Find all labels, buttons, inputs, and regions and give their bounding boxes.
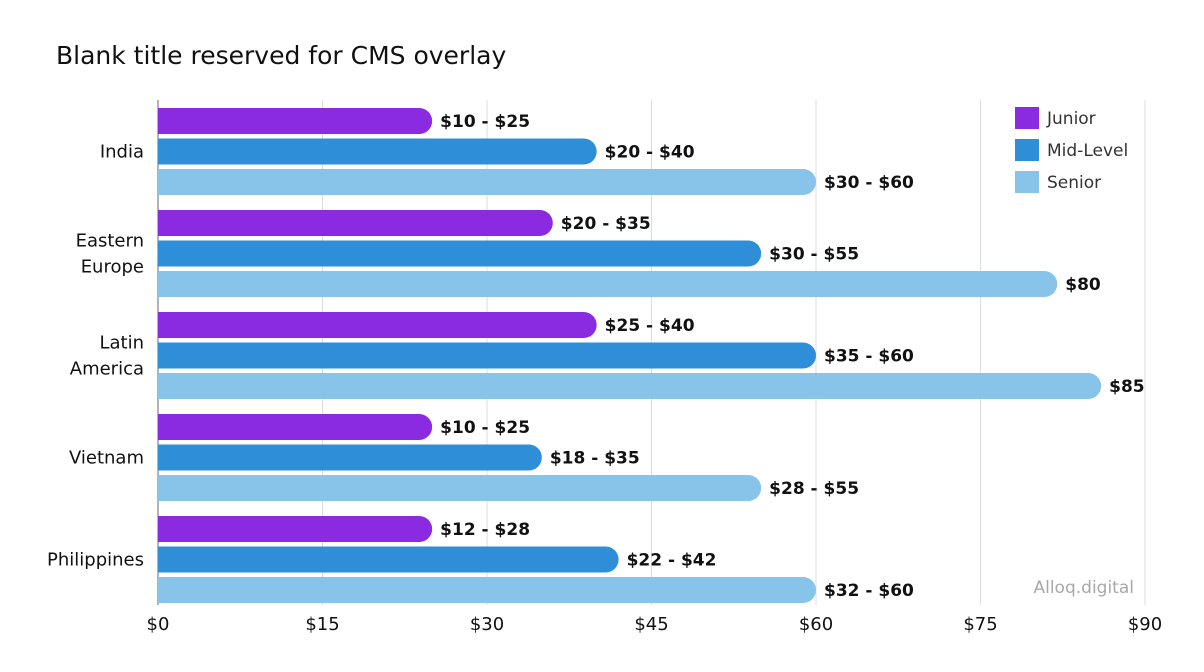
bar-value-label: $22 - $42: [627, 551, 717, 571]
bar-senior: [158, 475, 762, 501]
bar-mid-level: [158, 342, 817, 369]
x-tick-label: $45: [634, 614, 668, 635]
bar-junior: [158, 312, 597, 338]
bar-value-label: $30 - $55: [769, 245, 859, 265]
bar-value-label: $30 - $60: [824, 173, 914, 193]
x-tick-label: $15: [305, 614, 339, 635]
bar-value-label: $20 - $40: [605, 143, 695, 163]
x-tick-label: $90: [1128, 614, 1162, 635]
bar-senior: [158, 271, 1058, 297]
bar-mid-level: [158, 444, 542, 471]
bar-value-label: $10 - $25: [440, 418, 530, 438]
bars: $10 - $25 $20 - $40 $30 - $60 $20 - $35 $30 …: [158, 108, 1145, 603]
legend-label: Senior: [1047, 173, 1101, 193]
bar-junior: [158, 108, 433, 134]
bar-senior: [158, 373, 1102, 399]
category-label: Philippines: [47, 550, 144, 571]
legend-swatch: [1015, 171, 1039, 193]
bar-senior: [158, 577, 816, 603]
legend-swatch: [1015, 107, 1039, 129]
bar-mid-level: [158, 546, 619, 573]
x-tick-label: $30: [470, 614, 504, 635]
x-tick-labels: $0 $15 $30 $45 $60 $75 $90: [147, 614, 1163, 635]
bar-value-label: $20 - $35: [561, 214, 651, 234]
category-label: India: [100, 142, 144, 163]
category-labels: India Eastern Europe Latin America Vietnam Phi…: [47, 142, 144, 571]
category-label: Vietnam: [69, 448, 144, 469]
bar-mid-level: [158, 138, 597, 165]
x-tick-label: $0: [147, 614, 170, 635]
bar-value-label: $10 - $25: [440, 112, 530, 132]
bar-senior: [158, 169, 816, 195]
legend-label: Mid-Level: [1047, 141, 1128, 161]
bar-value-label: $85: [1109, 377, 1145, 397]
bar-junior: [158, 516, 433, 542]
legend: Junior Mid-Level Senior: [1015, 107, 1128, 193]
bar-value-label: $25 - $40: [605, 316, 695, 336]
chart-title: Blank title reserved for CMS overlay: [56, 41, 506, 70]
legend-swatch: [1015, 139, 1039, 161]
bar-value-label: $80: [1065, 275, 1101, 295]
legend-label: Junior: [1046, 109, 1096, 129]
x-tick-label: $75: [963, 614, 997, 635]
x-tick-label: $60: [799, 614, 833, 635]
bar-mid-level: [158, 240, 762, 267]
bar-junior: [158, 210, 553, 236]
watermark: Alloq.digital: [1033, 578, 1134, 598]
bar-value-label: $12 - $28: [440, 520, 530, 540]
category-label: Latin America: [70, 333, 144, 380]
bar-value-label: $28 - $55: [769, 479, 859, 499]
bar-junior: [158, 414, 433, 440]
bar-value-label: $18 - $35: [550, 449, 640, 469]
category-label: Eastern Europe: [76, 231, 144, 278]
bar-value-label: $32 - $60: [824, 581, 914, 601]
bar-value-label: $35 - $60: [824, 347, 914, 367]
